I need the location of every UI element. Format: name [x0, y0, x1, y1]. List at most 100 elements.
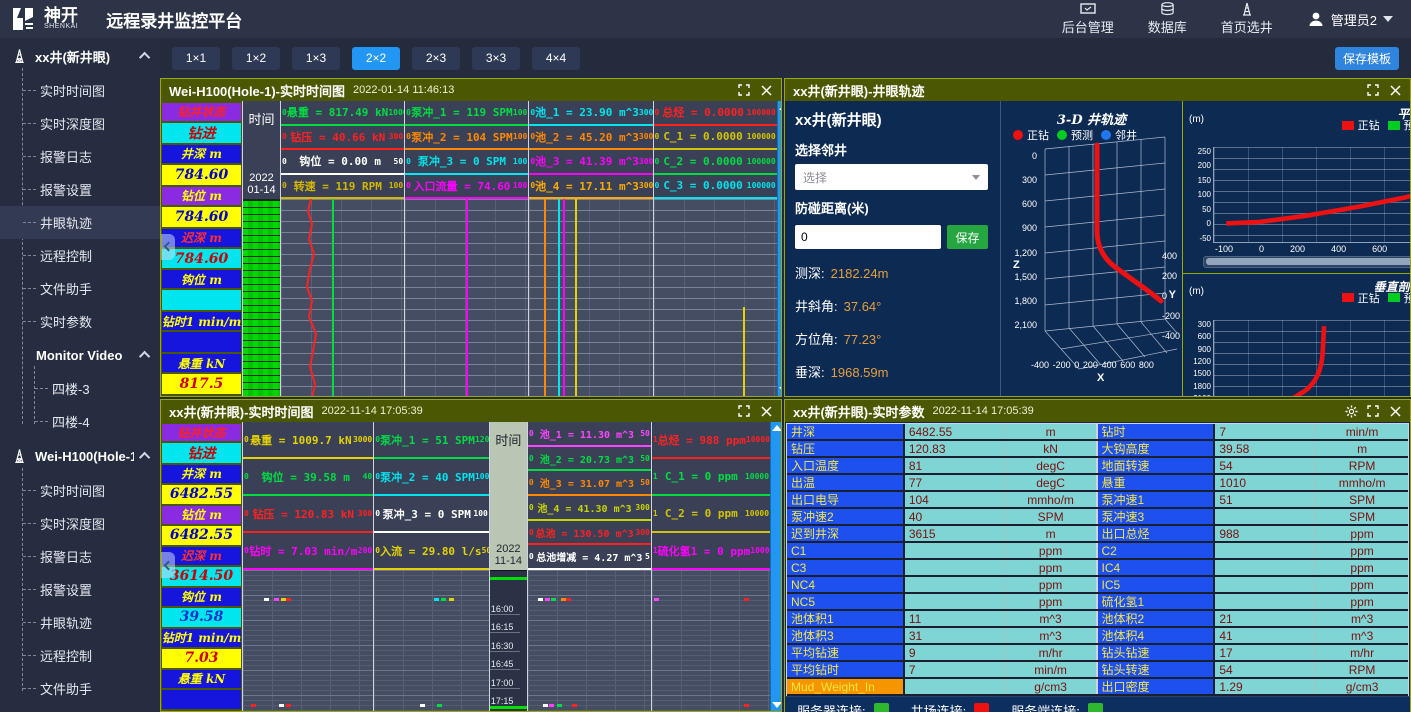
layout-button[interactable]: 4×4 [532, 47, 580, 70]
sidebar-tree-item[interactable]: 报警设置 [0, 173, 160, 206]
expand-icon[interactable] [1366, 404, 1380, 418]
curve-max: 100 [513, 181, 527, 190]
close-icon[interactable] [759, 83, 773, 97]
layout-button[interactable]: 2×2 [352, 47, 400, 70]
sidebar-tree-item[interactable]: 实时时间图 [0, 474, 160, 507]
expand-icon[interactable] [1366, 83, 1380, 97]
plan-view-horizontal-scrollbar[interactable] [1203, 256, 1410, 268]
sidebar-tree-item[interactable]: 实时时间图 [0, 74, 160, 107]
param-unit: min/m [1316, 424, 1408, 439]
panel-body: 钻井状态 钻进 井深 m 6482.55 钻位 m 6482.55 迟 [161, 422, 781, 711]
curve-max: 100 [475, 472, 489, 481]
sidebar-tree-item[interactable]: 四楼-3 [0, 372, 160, 405]
trajectory-3d-plot: 3-D 井轨迹 正钻 预测 [1000, 101, 1182, 396]
neighbor-well-select[interactable]: 选择 [795, 164, 988, 190]
sidebar-tree-item[interactable]: 实时深度图 [0, 507, 160, 540]
time-column: 时间 2022 01-14 [242, 101, 280, 396]
axis-tick: 2,100 [1014, 320, 1037, 330]
curve-header: 0 泵冲_2 = 40 SPM 100 [374, 459, 489, 496]
anticollision-distance-input[interactable] [795, 225, 941, 249]
curve-header: 0 C_2 = 0.0000 100000 [654, 150, 777, 175]
sidebar-tree-item[interactable]: 井眼轨迹 [0, 206, 160, 239]
axis-tick: 1,200 [1014, 248, 1037, 258]
param-unit: RPM [1316, 662, 1408, 677]
scroll-up-icon[interactable] [772, 425, 781, 431]
params-table-row: 出温 77 degC 悬重 1010 mmho/m [787, 475, 1408, 492]
layout-button[interactable]: 1×2 [232, 47, 280, 70]
sidebar-tree-item[interactable]: 报警日志 [0, 140, 160, 173]
panel-timestamp: 2022-01-14 11:46:13 [353, 84, 454, 96]
expand-icon[interactable] [737, 404, 751, 418]
param-value [1215, 509, 1316, 524]
param-value: 1.29 [1215, 679, 1316, 694]
param-unit: SPM [1316, 509, 1408, 524]
scroll-down-icon[interactable] [779, 387, 781, 393]
status-label: 井场连接: [911, 701, 967, 712]
time-tick: 17:00 [490, 679, 520, 689]
sidebar-tree-item[interactable]: 井眼轨迹 [0, 606, 160, 639]
readout-label: 悬重 kN [162, 354, 241, 372]
save-button[interactable]: 保存 [947, 225, 988, 249]
param-label: 悬重 [1098, 475, 1216, 490]
curve-header: 0 池_3 = 41.39 m^3 300 [529, 150, 652, 175]
y-axis-unit: (m) [1189, 114, 1204, 125]
sidebar-tree-item[interactable]: 实时参数 [0, 305, 160, 338]
param-value: 104 [905, 492, 1006, 507]
curve-headers: 0 总烃 = 0.0000 100000 0 C_1 = 0.0000 1000… [654, 101, 777, 199]
params-table-row: 平均钻速 9 m/hr 钻头钻速 17 m/hr [787, 645, 1408, 662]
collapse-caret-icon[interactable] [139, 52, 150, 63]
scroll-up-icon[interactable] [779, 104, 781, 110]
sidebar-tree-item[interactable]: 远程控制 [0, 639, 160, 672]
sidebar-well-2[interactable]: Wei-H100(Hole-1) [0, 438, 160, 474]
close-icon[interactable] [1388, 83, 1402, 97]
status-indicator [974, 703, 989, 712]
curve-max: 300 [635, 503, 649, 512]
sidebar-tree-item[interactable]: 四楼-4 [0, 405, 160, 438]
layout-button[interactable]: 1×1 [172, 47, 220, 70]
curve-headers: 0 池_1 = 11.30 m^3 50 0 池_2 = 20.73 m^3 5… [528, 422, 651, 570]
y-axis-label: Y [1169, 289, 1176, 301]
sidebar-tree-item[interactable]: 远程控制 [0, 239, 160, 272]
layout-button[interactable]: 2×3 [412, 47, 460, 70]
survey-readout: 方位角: 77.23° [795, 329, 990, 348]
collapse-panel-handle[interactable] [161, 234, 175, 260]
param-unit: m^3 [1006, 611, 1098, 626]
sidebar-tree-item[interactable]: 报警日志 [0, 540, 160, 573]
expand-icon[interactable] [737, 83, 751, 97]
save-template-button[interactable]: 保存模板 [1335, 47, 1399, 70]
vertical-scrollbar[interactable] [777, 101, 781, 396]
curve-max: 100 [389, 181, 403, 190]
scroll-down-icon[interactable] [772, 702, 781, 708]
param-unit: RPM [1316, 458, 1408, 473]
layout-button[interactable]: 3×3 [472, 47, 520, 70]
curve-header: 0 池_2 = 45.20 m^3 300 [529, 126, 652, 151]
vertical-scrollbar[interactable] [770, 422, 781, 711]
nav-database[interactable]: 数据库 [1148, 2, 1187, 36]
curve-column-3: 0 池_1 = 11.30 m^3 50 0 池_2 = 20.73 m^3 5… [527, 422, 651, 711]
curve-label: 池_1 = 23.90 m^3 [535, 104, 639, 120]
collapse-caret-icon[interactable] [139, 351, 150, 362]
sidebar-monitor-video-group[interactable]: Monitor Video [0, 338, 160, 372]
settings-gear-icon[interactable] [1344, 404, 1358, 418]
sidebar-tree-item[interactable]: 报警设置 [0, 573, 160, 606]
sidebar-well-1[interactable]: xx井(新井眼) [0, 38, 160, 74]
nav-home-well-select[interactable]: 首页选井 [1221, 2, 1273, 36]
collapse-panel-handle[interactable] [161, 552, 175, 578]
sidebar-tree-item[interactable]: 文件助手 [0, 272, 160, 305]
sidebar-tree-item[interactable]: 实时深度图 [0, 107, 160, 140]
layout-button[interactable]: 1×3 [292, 47, 340, 70]
user-menu[interactable]: 管理员2 [1307, 10, 1393, 29]
param-label: 钻时 [1098, 424, 1216, 439]
close-icon[interactable] [1388, 404, 1402, 418]
readout: 井深 m 784.60 [162, 145, 241, 185]
curve-max: 100000 [747, 181, 776, 190]
close-icon[interactable] [759, 404, 773, 418]
legend-swatch [1342, 121, 1354, 130]
param-value: 39.58 [1215, 441, 1316, 456]
collapse-caret-icon[interactable] [139, 452, 150, 463]
section-view-title: 垂直剖面图 [1374, 278, 1410, 295]
status-label: 服务器连接: [797, 701, 866, 712]
sidebar-tree-item[interactable]: 文件助手 [0, 672, 160, 705]
readout-label: 钻井状态 [162, 103, 241, 121]
nav-backend-admin[interactable]: 后台管理 [1062, 3, 1114, 36]
